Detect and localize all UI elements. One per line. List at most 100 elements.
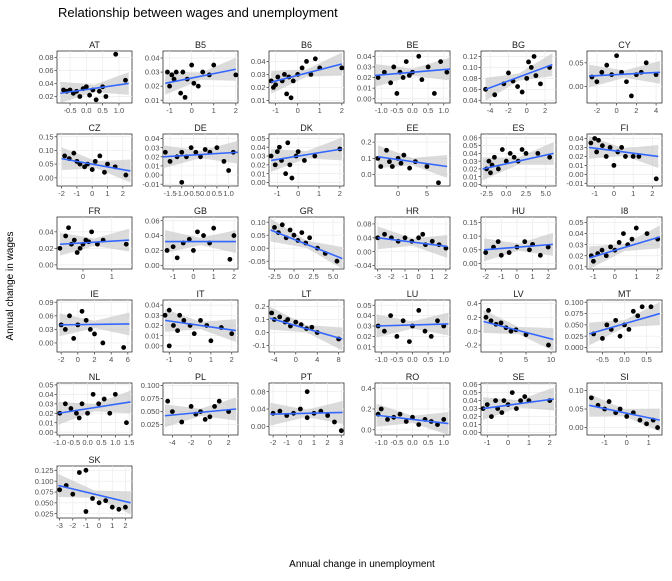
- y-tick-label: 0.2: [467, 313, 477, 322]
- panel-gr: GR -2.5 0.0 2.5 5.0 -0.05 0.00 0.05 0.10: [248, 206, 345, 281]
- trend-line-be: [374, 68, 451, 77]
- data-point-si-5: [617, 406, 623, 412]
- x-tick-label: 1.5: [124, 438, 134, 447]
- data-point-i8-12: [644, 231, 650, 236]
- data-point-si-6: [624, 414, 630, 419]
- trend-line-lt: [269, 317, 343, 340]
- x-tick-label: 5: [524, 355, 528, 364]
- panel-lt: LT -4 0 4 8 -0.1 0.0 0.1 0.2: [253, 289, 345, 364]
- y-tick-label: 0.04: [251, 57, 266, 66]
- y-tick-label: 0.05: [463, 245, 478, 254]
- y-tick-label: 0.04: [39, 390, 54, 399]
- y-tick-label: 0.02: [251, 160, 266, 169]
- y-tick-label: 0.00: [357, 94, 372, 103]
- data-point-it-0: [162, 312, 168, 318]
- y-tick-label: 0.00: [251, 178, 266, 187]
- data-point-pt-4: [297, 406, 303, 412]
- panel-strip-at: AT: [89, 40, 100, 50]
- data-point-pt-8: [325, 413, 331, 418]
- y-tick-label: 0.00: [39, 428, 54, 437]
- data-point-sk-6: [96, 500, 102, 506]
- x-tick-label: 2: [123, 521, 127, 530]
- x-tick-label: 0: [191, 272, 195, 281]
- x-tick-label: 1.0: [439, 355, 449, 364]
- data-point-gb-8: [211, 225, 217, 231]
- x-tick-label: -1: [484, 438, 491, 447]
- panel-strip-i8: I8: [621, 206, 629, 216]
- data-point-nl-5: [79, 401, 85, 407]
- data-point-fi-3: [596, 137, 601, 143]
- panel-strip-ro: RO: [406, 372, 420, 382]
- x-tick-label: 0: [499, 355, 503, 364]
- x-tick-label: 1: [209, 355, 213, 364]
- y-tick-label: 0.04: [251, 405, 266, 414]
- data-point-be-1: [381, 69, 387, 75]
- x-tick-label: -2: [188, 438, 195, 447]
- y-tick-label: 0.02: [145, 246, 160, 255]
- y-tick-label: -0.04: [354, 261, 371, 270]
- data-point-se-3: [493, 398, 498, 403]
- panel-bg: BG -4 -2 0 2 0.04 0.06 0.08 0.10 0.12: [463, 40, 557, 115]
- x-tick-label: 0: [76, 355, 80, 364]
- y-tick-label: 0.0: [361, 170, 371, 179]
- data-point-cy-1: [594, 79, 600, 85]
- x-tick-label: -2: [270, 438, 277, 447]
- data-point-b6-13: [308, 72, 314, 77]
- x-tick-label: 1: [631, 189, 635, 198]
- y-tick-label: -0.1: [253, 341, 266, 350]
- x-tick-label: -0.5: [596, 355, 609, 364]
- data-point-b5-4: [173, 69, 179, 75]
- data-point-dk-6: [285, 140, 291, 146]
- x-tick-label: -2: [58, 355, 65, 364]
- trend-line-pl: [164, 408, 237, 417]
- y-tick-label: 0.01: [145, 162, 160, 171]
- x-tick-label: -1: [283, 438, 290, 447]
- data-point-hr-4: [402, 235, 408, 241]
- data-point-de-10: [214, 145, 220, 151]
- data-point-nl-12: [124, 420, 129, 426]
- x-tick-label: -1: [601, 438, 608, 447]
- y-tick-label: 0.05: [569, 405, 584, 414]
- data-point-i8-1: [591, 258, 596, 264]
- data-point-fr-4: [71, 237, 77, 243]
- panel-pt: PT -2 -1 0 1 2 3 0.00 0.04 0.08: [251, 372, 345, 447]
- trend-line-hr: [377, 237, 448, 248]
- data-point-se-2: [489, 414, 494, 419]
- y-tick-label: 0.03: [251, 152, 266, 161]
- x-tick-label: 2: [227, 438, 231, 447]
- x-tick-label: 0.0: [619, 355, 629, 364]
- x-tick-label: 1.0: [439, 106, 449, 115]
- y-tick-label: 0.09: [39, 298, 54, 307]
- data-point-si-3: [606, 399, 612, 404]
- x-tick-label: 1: [430, 272, 434, 281]
- data-point-lu-2: [388, 313, 394, 318]
- data-point-gr-4: [287, 227, 293, 233]
- data-point-it-1: [166, 307, 172, 313]
- y-tick-label: 0.02: [357, 332, 372, 341]
- data-point-pt-1: [277, 408, 283, 414]
- x-tick-label: 1: [530, 272, 534, 281]
- x-tick-label: -2: [69, 521, 76, 530]
- x-tick-label: 1: [110, 521, 114, 530]
- data-point-se-10: [518, 398, 523, 403]
- y-tick-label: 0.08: [251, 387, 266, 396]
- data-point-pl-3: [188, 404, 194, 409]
- x-tick-label: 0: [612, 189, 616, 198]
- data-point-fi-11: [630, 154, 636, 159]
- data-point-it-5: [181, 317, 187, 323]
- data-point-cz-5: [82, 164, 87, 170]
- data-point-b5-1: [167, 83, 173, 89]
- y-tick-label: 0.06: [39, 66, 54, 75]
- panel-de: DE -1.5-1.0-0.5 0.0 0.5 1.0 -0.010.000.010.02…: [142, 123, 239, 198]
- y-tick-label: 0.01: [463, 420, 478, 429]
- panel-ee: EE 0 5 0.0 0.1 0.2: [361, 123, 451, 198]
- x-tick-label: 0.0: [81, 106, 91, 115]
- data-point-lu-3: [394, 334, 400, 339]
- x-tick-label: 0: [417, 272, 421, 281]
- data-point-dk-7: [287, 162, 293, 168]
- data-point-mt-10: [639, 304, 645, 310]
- data-point-fi-12: [636, 154, 642, 159]
- x-tick-label: -0.5: [67, 438, 80, 447]
- x-tick-label: -0.5: [390, 106, 403, 115]
